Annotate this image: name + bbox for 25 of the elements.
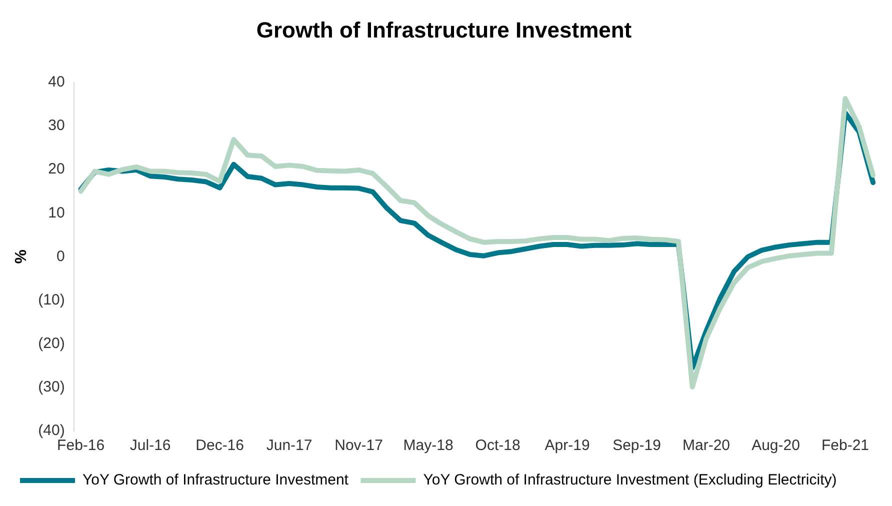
x-tick-label: Oct-18 (475, 437, 520, 454)
x-tick-label: Aug-20 (752, 437, 800, 454)
y-tick-label: (20) (38, 334, 65, 352)
x-tick-label: Nov-17 (334, 437, 383, 454)
legend-label: YoY Growth of Infrastructure Investment (82, 472, 350, 489)
y-tick-label: 10 (48, 204, 65, 222)
x-tick-label: Apr-19 (544, 437, 590, 454)
x-tick-label: Mar-20 (682, 437, 730, 454)
x-tick-label: Feb-16 (57, 437, 105, 454)
y-tick-label: 20 (48, 160, 65, 178)
x-tick-label: May-18 (403, 437, 454, 454)
y-tick-label: 30 (48, 117, 65, 134)
x-tick-label: Sep-19 (612, 437, 661, 454)
x-tick-label: Dec-16 (196, 437, 244, 454)
legend-label: YoY Growth of Infrastructure Investment (Excluding Electricity) (423, 472, 837, 489)
y-tick-label: (10) (38, 291, 65, 308)
x-tick-label: Jul-16 (130, 437, 171, 454)
y-tick-label: 40 (48, 74, 65, 91)
chart-title: Growth of Infrastructure Investment (256, 17, 632, 42)
y-tick-label: (40) (38, 422, 65, 440)
x-tick-label: Jun-17 (266, 437, 312, 454)
y-axis-title: % (13, 250, 30, 264)
y-tick-label: (30) (38, 378, 65, 396)
x-tick-label: Feb-21 (821, 437, 870, 454)
y-tick-label: 0 (56, 248, 65, 265)
